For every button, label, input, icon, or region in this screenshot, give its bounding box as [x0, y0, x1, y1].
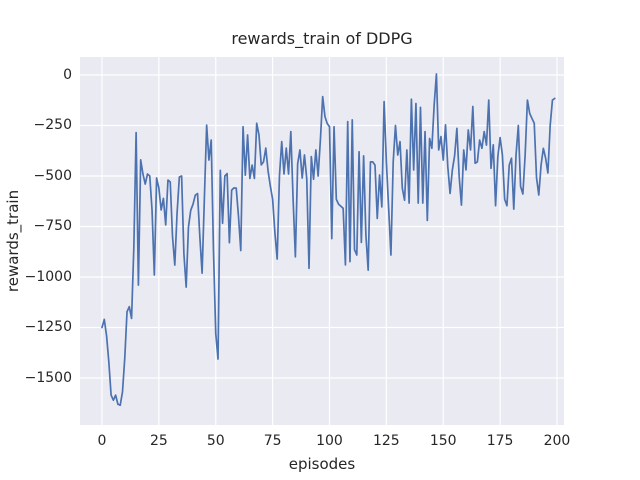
line-chart-svg — [80, 57, 564, 425]
x-axis-label: episodes — [288, 455, 356, 473]
x-tick-label: 50 — [206, 433, 225, 449]
x-tick-label: 125 — [372, 433, 400, 449]
y-tick-label: 0 — [63, 66, 72, 83]
x-tick-label: 175 — [486, 433, 514, 449]
chart-title: rewards_train of DDPG — [231, 29, 413, 48]
x-tick-label: 0 — [97, 433, 107, 449]
y-axis-label: rewards_train — [4, 189, 22, 293]
x-tick-label: 100 — [316, 433, 343, 449]
y-tick-label: −1250 — [24, 319, 72, 336]
y-tick-label: −750 — [33, 218, 72, 235]
plot-area — [80, 57, 564, 425]
series-line-rewards_train — [101, 73, 556, 407]
y-tick-label: −250 — [33, 117, 72, 134]
x-tick-label: 75 — [263, 433, 282, 449]
x-tick-label: 200 — [543, 433, 571, 449]
y-tick-label: −1500 — [24, 369, 72, 386]
x-tick-label: 25 — [149, 433, 168, 449]
y-tick-label: −1000 — [24, 268, 72, 285]
x-tick-label: 150 — [429, 433, 457, 449]
y-tick-label: −500 — [33, 167, 72, 184]
